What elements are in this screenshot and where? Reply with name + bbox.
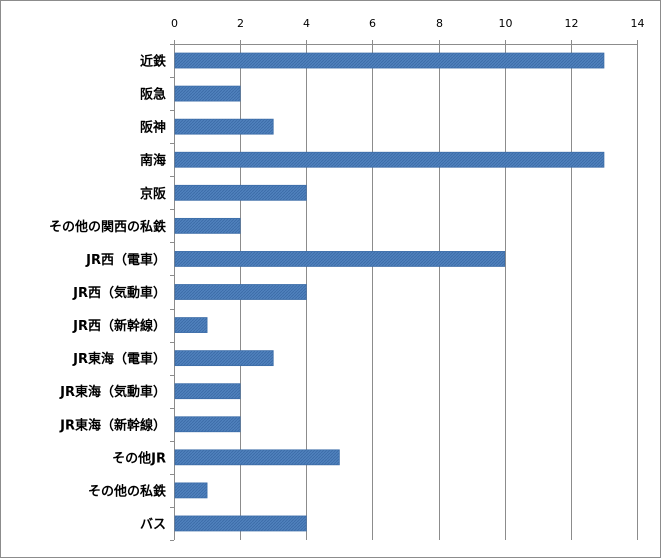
category-label: 近鉄 xyxy=(140,54,166,70)
bar xyxy=(174,118,274,135)
category-label: JR西（新幹線） xyxy=(72,318,166,334)
category-label: JR東海（電車） xyxy=(72,351,166,367)
bar xyxy=(174,251,506,267)
x-tick-label: 0 xyxy=(171,17,178,30)
category-label: バス xyxy=(140,517,166,532)
bar xyxy=(174,85,241,102)
bar xyxy=(174,416,241,433)
bar xyxy=(174,151,605,168)
category-label: その他JR xyxy=(112,450,166,466)
axes xyxy=(170,40,638,541)
category-label: その他の私鉄 xyxy=(88,483,166,499)
category-label: 南海 xyxy=(140,153,166,169)
x-tick-label: 14 xyxy=(631,17,645,30)
bar xyxy=(174,217,241,234)
bar xyxy=(174,184,307,201)
bars xyxy=(174,52,605,532)
category-label: JR西（気動車） xyxy=(72,285,166,301)
x-tick-label: 4 xyxy=(303,17,310,30)
bar xyxy=(174,515,307,532)
category-label: 京阪 xyxy=(140,186,167,202)
bar xyxy=(174,284,307,300)
bar xyxy=(174,52,605,69)
x-tick-label: 10 xyxy=(499,17,513,30)
x-tick-label: 2 xyxy=(237,17,244,30)
category-label: JR西（電車） xyxy=(85,252,166,268)
bar xyxy=(174,449,340,466)
bar xyxy=(174,317,208,333)
x-tick-label: 6 xyxy=(369,17,376,30)
category-label: JR東海（気動車） xyxy=(59,384,166,400)
x-tick-label: 12 xyxy=(565,17,579,30)
bar xyxy=(174,350,274,367)
x-tick-label: 8 xyxy=(436,17,443,30)
x-tick-labels: 0 2 4 6 8 10 12 14 xyxy=(171,17,645,30)
bar xyxy=(174,482,208,499)
bar xyxy=(174,383,241,400)
category-label: 阪急 xyxy=(140,87,166,103)
category-label: JR東海（新幹線） xyxy=(59,417,166,433)
category-label: 阪神 xyxy=(140,120,166,136)
category-label: その他の関西の私鉄 xyxy=(49,219,166,235)
